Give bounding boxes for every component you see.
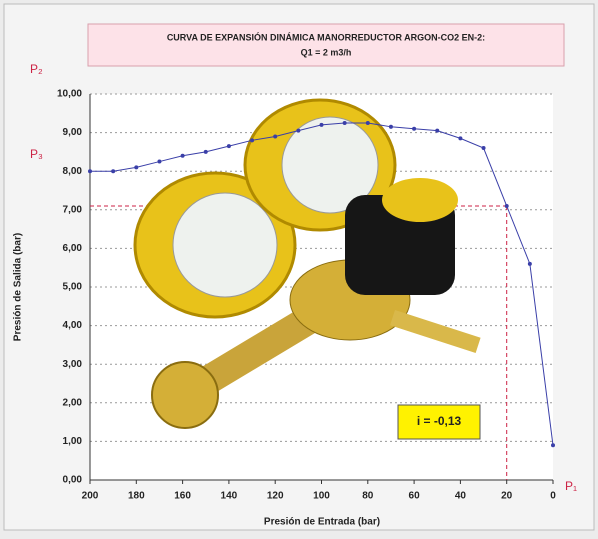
point: [504, 203, 509, 208]
point: [203, 149, 208, 154]
point: [319, 122, 324, 127]
x-tick-label: 20: [501, 491, 513, 502]
y-tick-label: 8,00: [63, 166, 83, 177]
point: [412, 126, 417, 131]
x-tick-label: 80: [362, 491, 374, 502]
y-tick-label: 2,00: [63, 397, 83, 408]
x-tick-label: 100: [313, 491, 330, 502]
point: [88, 169, 92, 174]
annotation: P₂: [30, 62, 43, 76]
y-tick-label: 3,00: [63, 359, 83, 370]
annotation: P₃: [30, 147, 43, 161]
inlet-nut: [151, 361, 219, 429]
y-tick-label: 10,00: [57, 89, 82, 100]
y-tick-label: 9,00: [63, 127, 83, 138]
point: [134, 165, 139, 170]
gauge-face: [172, 192, 278, 298]
y-tick-label: 5,00: [63, 282, 83, 293]
x-axis-label: Presión de Entrada (bar): [264, 517, 380, 528]
point: [296, 128, 301, 133]
y-axis-label: Presión de Salida (bar): [13, 233, 24, 341]
x-tick-label: 140: [221, 491, 238, 502]
x-tick-label: 200: [82, 491, 99, 502]
gauge-face: [281, 116, 379, 214]
point: [365, 120, 370, 125]
y-tick-label: 1,00: [63, 436, 83, 447]
point: [226, 144, 231, 149]
point: [527, 261, 532, 266]
y-tick-label: 4,00: [63, 320, 83, 331]
point: [435, 128, 440, 133]
x-tick-label: 40: [455, 491, 467, 502]
regulator-photo: [133, 98, 481, 429]
y-tick-label: 6,00: [63, 243, 83, 254]
chart-subtitle: Q1 = 2 m3/h: [301, 47, 352, 57]
x-tick-label: 180: [128, 491, 145, 502]
y-tick-label: 0,00: [63, 475, 83, 486]
annotation-box: [397, 404, 481, 440]
point: [458, 136, 463, 141]
point: [551, 443, 555, 448]
point: [250, 138, 255, 143]
x-tick-label: 120: [267, 491, 284, 502]
knob-cap: [382, 178, 458, 222]
title-box: [87, 23, 565, 67]
chart-title: CURVA DE EXPANSIÓN DINÁMICA MANORREDUCTO…: [167, 31, 485, 42]
point: [111, 169, 116, 174]
point: [273, 134, 278, 139]
point: [157, 159, 162, 164]
y-tick-label: 7,00: [63, 204, 83, 215]
annotation: P₁: [565, 479, 577, 493]
point: [481, 146, 486, 151]
x-tick-label: 60: [409, 491, 421, 502]
point: [342, 120, 347, 125]
point: [180, 153, 185, 158]
x-tick-label: 0: [550, 491, 556, 502]
x-tick-label: 160: [174, 491, 191, 502]
annotation: i = -0,13: [417, 414, 462, 428]
point: [388, 124, 393, 129]
outlet: [390, 310, 481, 354]
